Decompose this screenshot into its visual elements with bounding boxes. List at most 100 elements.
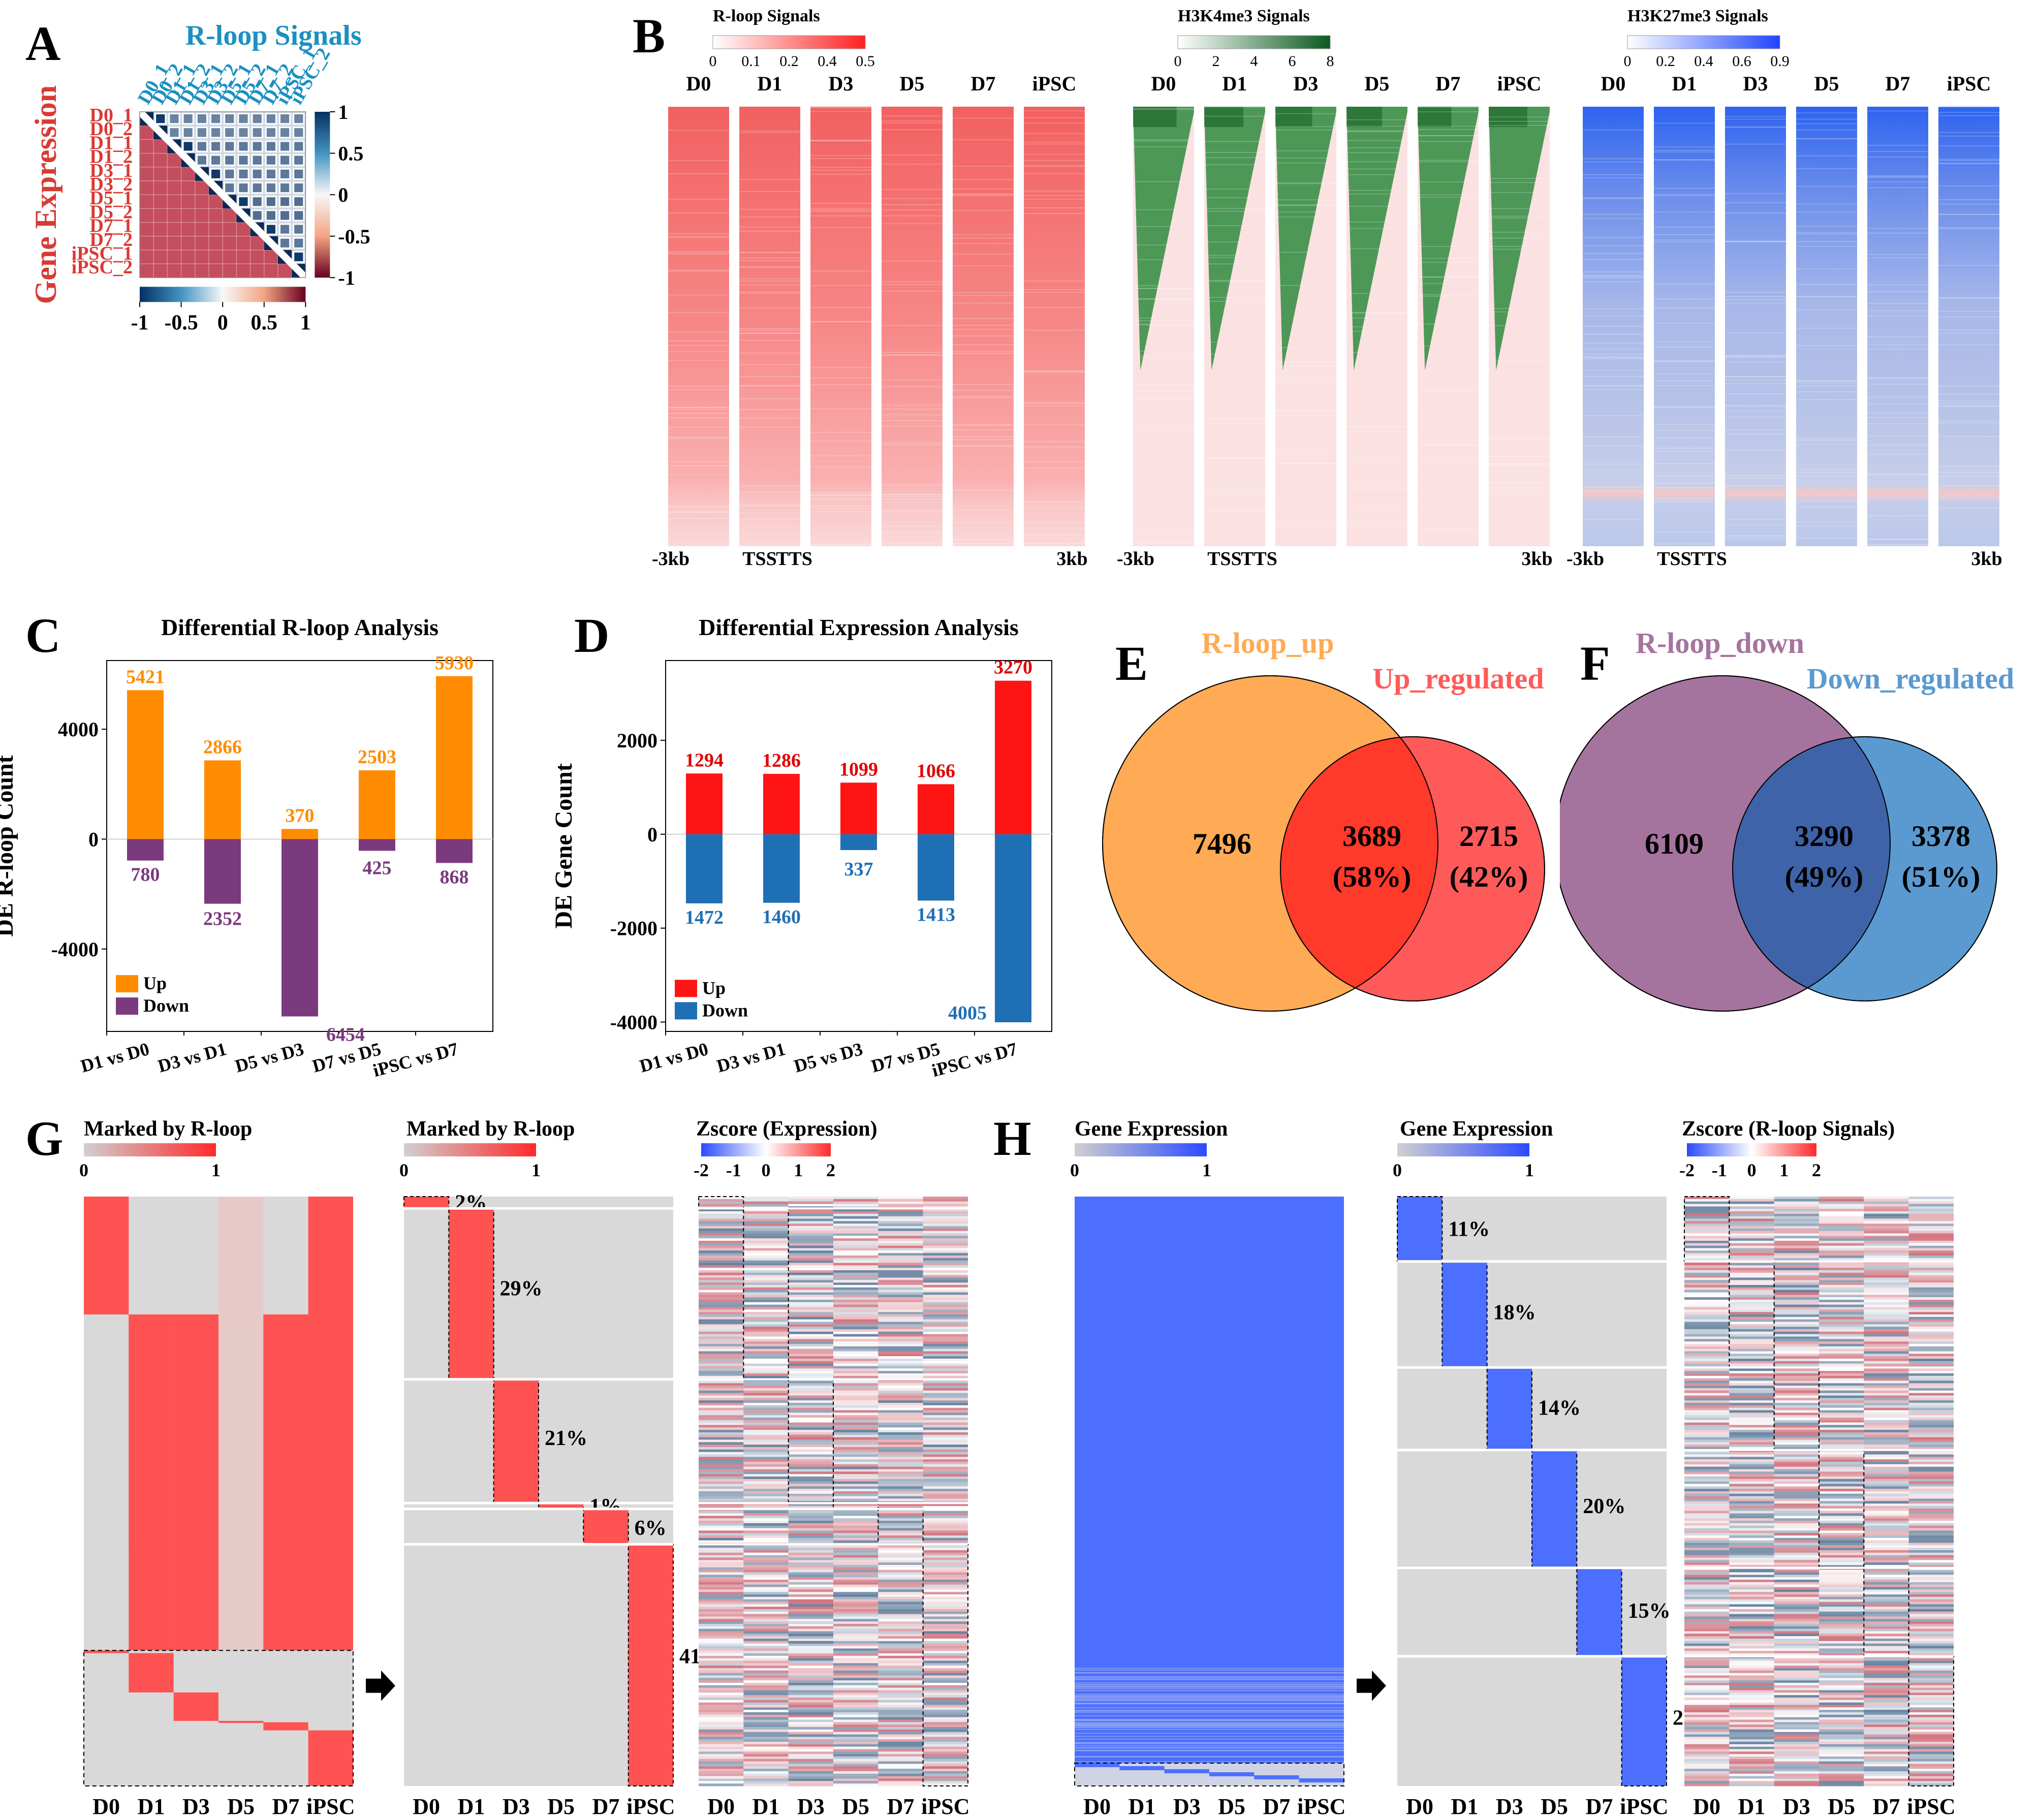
sample-label: D5	[1541, 1794, 1568, 1819]
zscore-cell	[743, 1344, 789, 1347]
zscore-cell	[1819, 1484, 1864, 1487]
zscore-cell	[743, 1233, 789, 1236]
zscore-cell	[788, 1651, 833, 1654]
zscore-cell	[743, 1516, 789, 1519]
zscore-cell	[923, 1739, 968, 1742]
zscore-cell	[1774, 1540, 1819, 1543]
zscore-cell	[1729, 1636, 1774, 1639]
zscore-cell	[788, 1204, 833, 1207]
upper-cell	[239, 183, 248, 193]
zscore-cell	[1864, 1501, 1909, 1504]
zscore-cell	[833, 1481, 879, 1484]
zscore-cell	[1864, 1513, 1909, 1516]
upper-cell-frame	[264, 208, 278, 223]
zscore-cell	[743, 1525, 789, 1528]
zscore-cell	[1908, 1739, 1954, 1742]
zscore-cell	[1864, 1746, 1909, 1749]
zscore-cell	[833, 1309, 879, 1312]
zscore-cell	[1819, 1351, 1864, 1354]
zscore-cell	[1774, 1707, 1819, 1710]
zscore-cell	[923, 1675, 968, 1678]
upper-cell-frame	[250, 112, 264, 126]
zscore-cell	[788, 1363, 833, 1366]
zscore-cell	[833, 1506, 879, 1509]
bar-down	[204, 839, 241, 904]
zscore-cell	[1819, 1666, 1864, 1669]
h3k4me3-top	[1418, 107, 1452, 127]
zscore-cell	[1729, 1348, 1774, 1352]
zscore-cell	[743, 1407, 789, 1410]
category-label: D3 vs D1	[155, 1039, 229, 1076]
zscore-cell	[699, 1380, 744, 1384]
zscore-cell	[1774, 1580, 1819, 1583]
zscore-cell	[878, 1719, 923, 1722]
zscore-cell	[878, 1223, 923, 1227]
zscore-cell	[743, 1221, 789, 1224]
zscore-cell	[833, 1272, 879, 1276]
zscore-cell	[923, 1692, 968, 1696]
zscore-cell	[1908, 1626, 1954, 1629]
zscore-cell	[1864, 1712, 1909, 1715]
zscore-cell	[743, 1383, 789, 1386]
upper-cell	[280, 211, 290, 220]
zscore-cell	[699, 1393, 744, 1396]
zscore-cell	[878, 1319, 923, 1322]
sample-label: D0	[1406, 1794, 1433, 1819]
zscore-cell	[878, 1516, 923, 1519]
zscore-cell	[923, 1393, 968, 1396]
zscore-cell	[1908, 1390, 1954, 1394]
bar-up	[840, 782, 877, 834]
zscore-cell	[1729, 1316, 1774, 1320]
zscore-cell	[1864, 1386, 1909, 1389]
zscore-cell	[1819, 1380, 1864, 1384]
zscore-cell	[743, 1535, 789, 1539]
zscore-cell	[1729, 1611, 1774, 1615]
scale-tick: 0.6	[1732, 53, 1751, 70]
zscore-cell	[1864, 1258, 1909, 1261]
zscore-cell	[1819, 1400, 1864, 1403]
zscore-cell	[833, 1302, 879, 1305]
zscore-cell	[1729, 1557, 1774, 1560]
zscore-cell	[833, 1655, 879, 1659]
data-label-up: 1286	[762, 750, 801, 771]
zscore-cell	[833, 1646, 879, 1649]
zscore-cell	[743, 1361, 789, 1364]
zscore-cell	[878, 1302, 923, 1305]
zscore-cell	[923, 1245, 968, 1248]
zscore-cell	[923, 1548, 968, 1551]
zscore-cell	[1684, 1407, 1730, 1410]
zscore-cell	[1819, 1422, 1864, 1425]
zscore-cell	[1908, 1324, 1954, 1327]
colorbar-right	[315, 112, 330, 278]
sample-label: D7	[1436, 72, 1461, 95]
zscore-cell	[1864, 1425, 1909, 1428]
zscore-cell	[833, 1742, 879, 1745]
zscore-cell	[833, 1503, 879, 1507]
left-unique-block	[1299, 1778, 1344, 1782]
zscore-cell	[878, 1489, 923, 1492]
zscore-cell	[1908, 1634, 1954, 1637]
zscore-cell	[1774, 1513, 1819, 1516]
zscore-cell	[878, 1722, 923, 1725]
zscore-cell	[743, 1670, 789, 1674]
zscore-cell	[1864, 1481, 1909, 1484]
zscore-cell	[1729, 1712, 1774, 1715]
zscore-cell	[1729, 1727, 1774, 1730]
zscore-cell	[1864, 1653, 1909, 1656]
zscore-cell	[1819, 1683, 1864, 1686]
scale-tick: 0.4	[1694, 53, 1713, 70]
zscore-cell	[788, 1295, 833, 1298]
zscore-cell	[878, 1434, 923, 1438]
zscore-cell	[743, 1537, 789, 1541]
zscore-cell	[1684, 1756, 1730, 1760]
zscore-cell	[923, 1356, 968, 1359]
zscore-cell	[1729, 1243, 1774, 1246]
zscore-cell	[923, 1312, 968, 1315]
zscore-cell	[1684, 1580, 1730, 1583]
zscore-cell	[788, 1218, 833, 1221]
zscore-cell	[1684, 1707, 1730, 1710]
zscore-cell	[833, 1516, 879, 1519]
zscore-cell	[743, 1280, 789, 1283]
zscore-cell	[1864, 1695, 1909, 1698]
